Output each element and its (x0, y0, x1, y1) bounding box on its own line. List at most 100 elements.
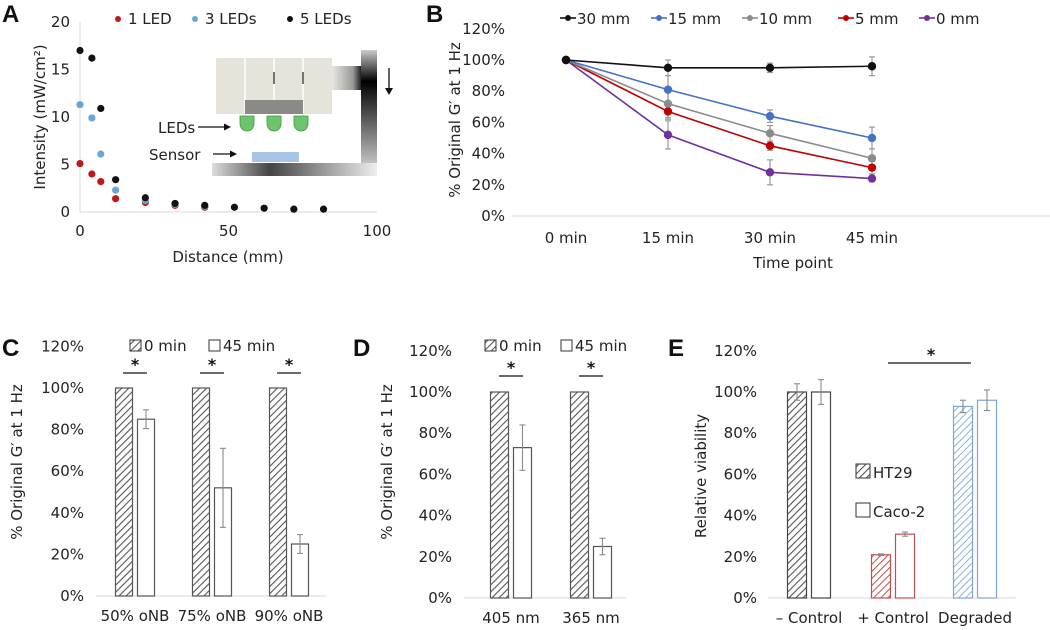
panel-b-legend-marker (924, 15, 930, 21)
panel-b-point (765, 111, 775, 121)
panel-b-point (663, 99, 673, 108)
panel-b-legend-marker (565, 15, 571, 21)
panel-e-legend-label: Caco-2 (873, 503, 925, 521)
led-icon (239, 115, 255, 132)
panel-d-ytick: 80% (419, 424, 452, 442)
panel-b-series-line (565, 59, 873, 160)
panel-b-series-line (565, 59, 873, 169)
panel-c-ytick: 120% (41, 337, 84, 355)
panel-b-legend-label: 5 mm (855, 10, 899, 28)
panel-a-point (88, 114, 96, 122)
panel-b-point (663, 85, 673, 94)
panel-b-legend-label: 30 mm (577, 10, 630, 28)
panel-b-ylabel: % Original G′ at 1 Hz (446, 42, 464, 198)
panel-e-bar (894, 533, 916, 599)
panel-e-ytick: 80% (724, 424, 757, 442)
panel-a-point (76, 46, 84, 55)
panel-e-xtick: Degraded (938, 609, 1012, 627)
panel-c-xtick: 75% oNB (178, 607, 247, 625)
led-icon (293, 115, 309, 132)
panel-d-legend-swatch (484, 339, 497, 352)
panel-c-ytick: 0% (60, 587, 84, 605)
panel-e-xtick: + Control (857, 609, 929, 627)
panel-d-legend-label: 45 min (575, 337, 627, 355)
panel-b-ytick: 120% (462, 20, 505, 38)
panel-a-ytick: 5 (60, 156, 70, 174)
arrow-head-icon (224, 123, 231, 131)
panel-a-legend-label: 1 LED (128, 10, 172, 28)
panel-e-bar (810, 391, 832, 599)
panel-b-legend-marker (843, 15, 849, 21)
panel-b-series-line (565, 59, 873, 69)
panel-d-significance-star: * (507, 358, 516, 377)
panel-c-legend-swatch (208, 339, 221, 352)
panel-c-significance-star: * (208, 355, 217, 374)
panel-a-legend-marker (115, 16, 121, 22)
panel-b-legend-marker (747, 15, 753, 21)
panel-e-xtick: – Control (776, 609, 843, 627)
panel-c-bar (268, 387, 288, 597)
inset-label-sensor: Sensor (149, 146, 201, 164)
post (361, 50, 377, 175)
panel-e-ytick: 20% (724, 548, 757, 566)
sensor (252, 152, 299, 162)
panel-b-line: % Original G′ at 1 Hz Time point 0% 20% 40… (446, 10, 1050, 272)
panel-b-series-line (565, 59, 873, 139)
panel-c-bar (136, 418, 156, 597)
panel-b-point (867, 62, 877, 71)
panel-e-ytick: 100% (714, 383, 757, 401)
panel-e-legend-swatch (855, 502, 871, 518)
panel-b-point (663, 107, 673, 116)
base (212, 163, 377, 176)
panel-e-bar: Relative viability 0% 20% 40% 60% 80% 100% 120… (692, 342, 1016, 627)
panel-a-xtick: 0 (75, 222, 85, 240)
panel-b-point (867, 154, 877, 163)
panel-a-point (260, 204, 268, 212)
panel-b-ytick: 60% (472, 113, 505, 131)
panel-label-e: E (668, 335, 684, 362)
panel-e-ytick: 60% (724, 465, 757, 483)
panel-a-xlabel: Distance (mm) (172, 248, 283, 266)
arm (332, 66, 362, 90)
panel-b-point (765, 141, 775, 150)
panel-d-ytick: 20% (419, 548, 452, 566)
panel-a-legend-label: 3 LEDs (205, 10, 257, 28)
panel-b-ytick: 40% (472, 145, 505, 163)
panel-e-bar (976, 399, 998, 599)
panel-b-xlabel: Time point (752, 254, 833, 272)
panel-e-bar (786, 391, 808, 599)
panel-c-bar (191, 387, 211, 597)
panel-label-a: A (2, 1, 19, 28)
panel-d-ytick: 60% (419, 465, 452, 483)
panel-e-bar (870, 554, 892, 599)
inset-label-leds: LEDs (158, 119, 195, 137)
panel-b-point (561, 55, 571, 65)
panel-a-point (88, 54, 96, 62)
panel-label-c: C (2, 335, 19, 362)
panel-b-point (867, 174, 877, 183)
led-icons (239, 115, 309, 132)
panel-e-legend-label: HT29 (873, 464, 913, 482)
panel-a-point (97, 104, 105, 113)
panel-e-legend-swatch (855, 463, 871, 479)
panel-b-series-line (565, 59, 873, 180)
panel-e-bar (952, 405, 974, 599)
panel-a-ytick: 15 (51, 61, 70, 79)
panel-d-ytick: 40% (419, 507, 452, 525)
panel-d-ytick: 120% (409, 342, 452, 360)
panel-d-ytick: 0% (428, 589, 452, 607)
panel-d-xtick: 365 nm (562, 609, 620, 627)
panel-a-point (112, 195, 120, 203)
panel-c-ytick: 80% (51, 421, 84, 439)
panel-c-bar (114, 387, 134, 597)
panel-a-point (230, 203, 239, 211)
panel-a-point (319, 205, 328, 213)
panel-b-xtick: 0 min (545, 229, 588, 247)
panel-label-b: B (426, 1, 443, 28)
down-arrow-head-icon (385, 88, 393, 95)
panel-a-point (76, 159, 84, 168)
panel-c-significance-star: * (285, 355, 294, 374)
panel-c-ytick: 100% (41, 379, 84, 397)
panel-c-xtick: 90% oNB (255, 607, 324, 625)
panel-e-ytick: 120% (714, 342, 757, 360)
